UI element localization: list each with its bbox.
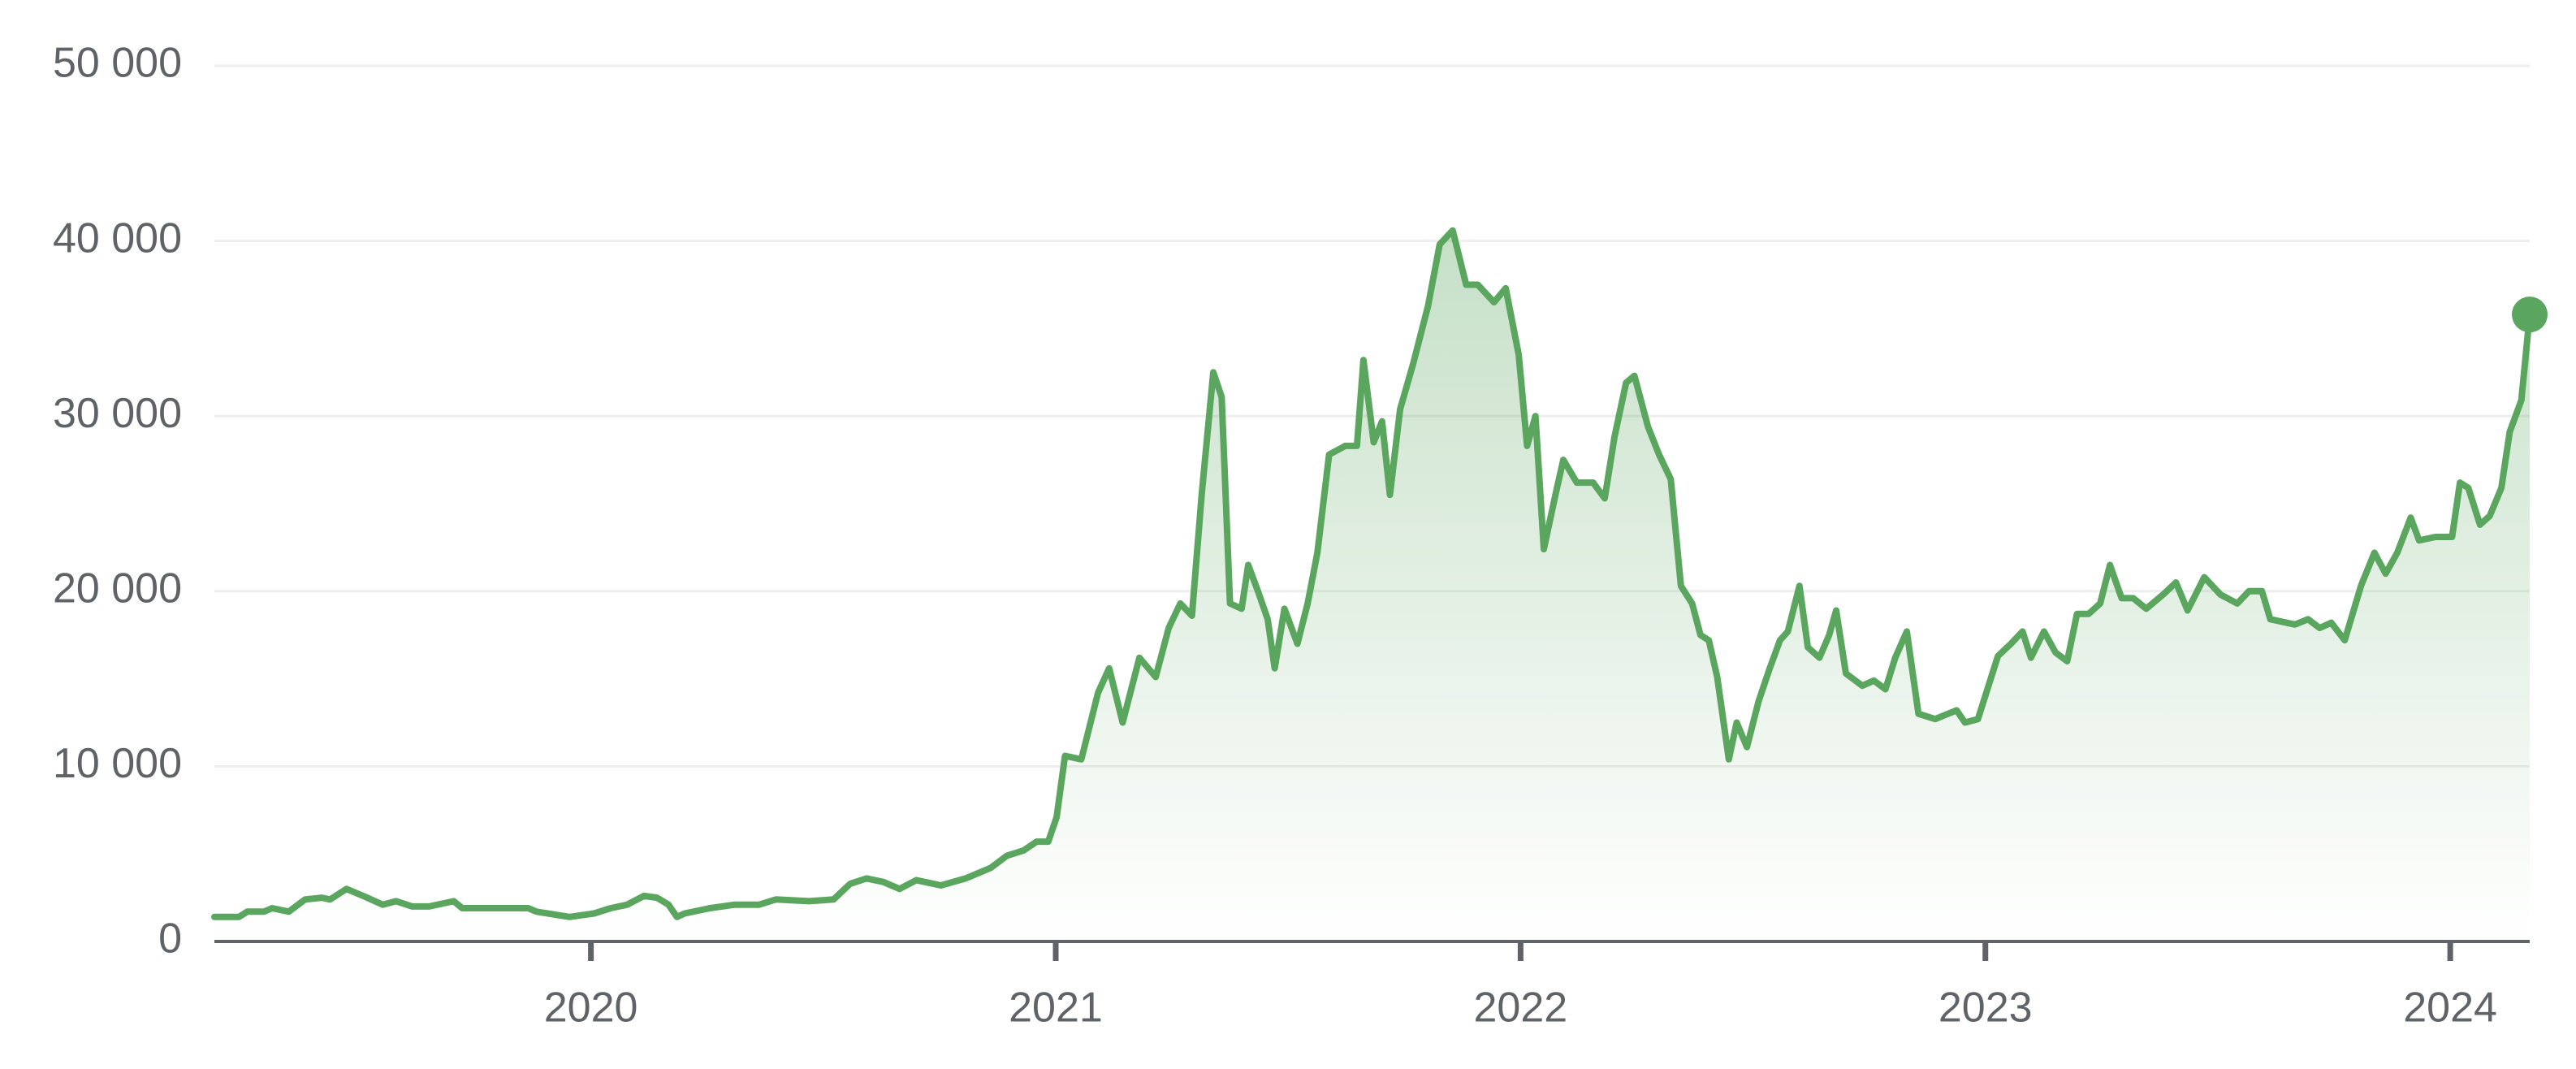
last-point bbox=[2512, 296, 2548, 333]
y-tick-label: 30 000 bbox=[53, 390, 182, 437]
x-tick-label: 2022 bbox=[1474, 985, 1568, 1032]
y-tick-label: 40 000 bbox=[53, 214, 182, 262]
area bbox=[214, 230, 2530, 941]
y-tick-label: 0 bbox=[158, 915, 182, 963]
x-tick-label: 2020 bbox=[544, 985, 638, 1032]
line bbox=[211, 227, 2533, 920]
y-tick-label: 10 000 bbox=[53, 740, 182, 787]
x-tick-label: 2023 bbox=[1938, 985, 2033, 1032]
x-tick-label: 2021 bbox=[1009, 985, 1103, 1032]
x-tick-label: 2024 bbox=[2403, 985, 2497, 1032]
y-tick-label: 50 000 bbox=[53, 40, 182, 87]
y-tick-label: 20 000 bbox=[53, 565, 182, 612]
